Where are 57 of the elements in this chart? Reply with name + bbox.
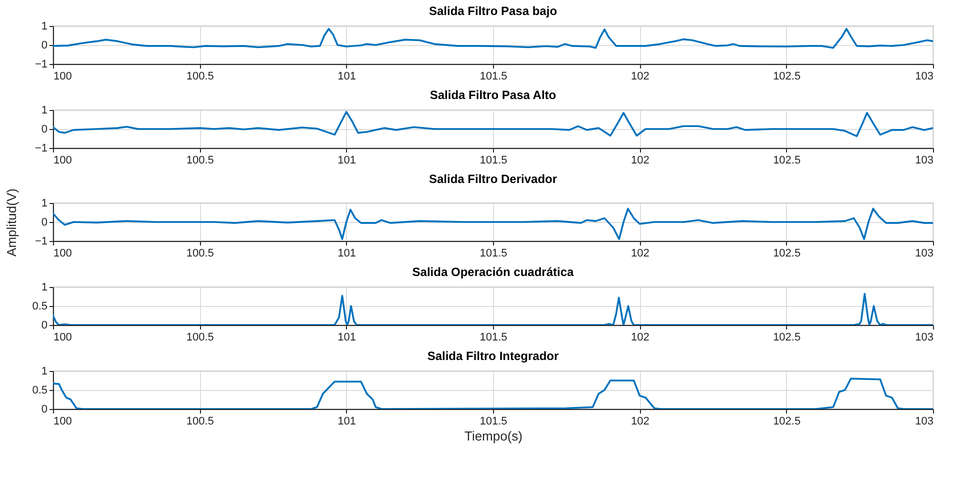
x-tick-label: 100.5 (186, 416, 214, 428)
y-tick-label: 1 (41, 282, 48, 294)
y-tick-label: 0 (41, 404, 48, 416)
y-axis-title: Amplitud(V) (4, 188, 19, 256)
chart-title: Salida Filtro Pasa bajo (428, 4, 558, 18)
chart-title: Salida Operación cuadrática (412, 265, 574, 279)
y-tick-label: −1 (34, 236, 48, 248)
x-tick-label: 101 (338, 248, 356, 260)
y-tick-label: 0 (41, 216, 48, 228)
y-tick-label: −1 (34, 142, 48, 154)
x-tick-label: 100 (54, 416, 72, 428)
y-tick-label: 0 (41, 40, 48, 52)
y-tick-label: 1 (41, 366, 48, 378)
x-tick-label: 102 (630, 70, 650, 82)
y-tick-label: 1 (41, 20, 48, 32)
x-tick-label: 102.5 (773, 416, 801, 428)
x-tick-label: 101.5 (480, 248, 508, 260)
x-tick-label: 100 (54, 70, 72, 82)
x-tick-label: 101 (338, 416, 356, 428)
x-tick-label: 103 (915, 70, 934, 82)
y-tick-label: 0.5 (32, 384, 48, 396)
y-tick-label: −1 (34, 58, 48, 70)
x-tick-label: 103 (915, 416, 934, 428)
chart-title: Salida Filtro Derivador (428, 172, 558, 186)
x-tick-label: 102.5 (773, 70, 801, 82)
x-tick-label: 101.5 (480, 332, 508, 344)
x-tick-label: 102 (630, 416, 650, 428)
x-tick-label: 100.5 (186, 154, 214, 166)
x-tick-label: 101.5 (480, 154, 508, 166)
x-tick-label: 103 (915, 332, 934, 344)
x-axis-title: Tiempo(s) (464, 428, 523, 444)
x-tick-label: 100.5 (186, 70, 214, 82)
x-tick-label: 100.5 (186, 248, 214, 260)
x-tick-label: 101 (338, 154, 356, 166)
x-tick-label: 100 (54, 248, 72, 260)
x-tick-label: 102.5 (773, 248, 801, 260)
x-tick-label: 103 (915, 248, 934, 260)
x-tick-label: 101 (338, 70, 356, 82)
x-tick-label: 103 (915, 154, 934, 166)
y-tick-label: 1 (41, 104, 48, 116)
chart-title: Salida Filtro Integrador (427, 349, 559, 363)
x-tick-label: 102.5 (773, 154, 801, 166)
x-tick-label: 100 (54, 332, 72, 344)
x-tick-label: 101.5 (480, 416, 508, 428)
chart-title: Salida Filtro Pasa Alto (430, 88, 556, 102)
y-tick-label: 0 (41, 320, 48, 332)
x-tick-label: 101.5 (480, 70, 508, 82)
x-tick-label: 102 (630, 154, 650, 166)
y-tick-label: 0 (41, 124, 48, 136)
x-tick-label: 100.5 (186, 332, 214, 344)
x-tick-label: 101 (338, 332, 356, 344)
y-tick-label: 0.5 (32, 300, 48, 312)
x-tick-label: 102 (630, 332, 650, 344)
x-tick-label: 100 (54, 154, 72, 166)
y-tick-label: 1 (41, 198, 48, 210)
x-tick-label: 102.5 (773, 332, 801, 344)
x-tick-label: 102 (630, 248, 650, 260)
